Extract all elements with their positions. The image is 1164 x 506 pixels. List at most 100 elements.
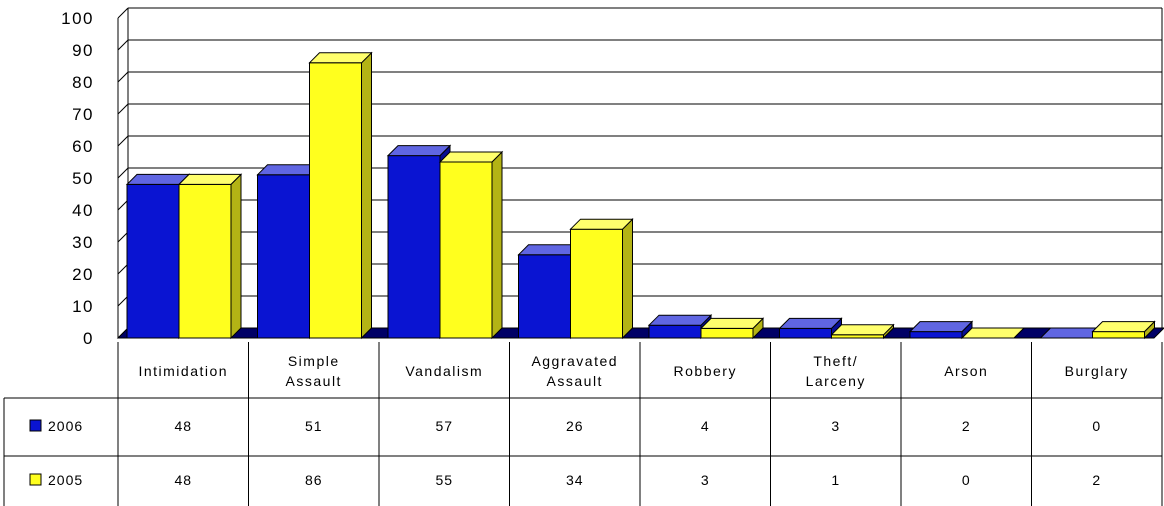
category-label: Burglary <box>1065 363 1129 379</box>
bar-top <box>699 317 765 329</box>
data-table-cell: 4 <box>701 418 710 434</box>
bar <box>569 217 634 340</box>
y-tick-label: 30 <box>72 233 94 252</box>
gridline-side <box>117 199 129 211</box>
bar-front <box>570 228 623 339</box>
bar-front <box>700 327 754 339</box>
gridline-side <box>117 71 129 83</box>
bar-front <box>518 254 571 339</box>
bar-top <box>960 327 1026 339</box>
gridline-side <box>117 135 129 147</box>
category-label: Simple Assault <box>286 353 342 389</box>
y-tick-label: 90 <box>72 41 94 60</box>
bar-front <box>309 62 362 339</box>
gridline-side <box>117 39 129 51</box>
data-table-cell: 2 <box>1092 472 1101 488</box>
bar <box>908 320 974 340</box>
bar-front <box>1092 331 1145 339</box>
bar-top <box>908 321 974 333</box>
category-label-line: Burglary <box>1065 363 1129 379</box>
data-table-cell: 55 <box>435 472 453 488</box>
category-label-line: Theft/ <box>813 353 858 369</box>
data-table-cell: 26 <box>566 418 584 434</box>
bar-front <box>126 183 180 339</box>
y-tick-label: 20 <box>72 265 94 284</box>
bar-top <box>830 324 895 336</box>
data-table-cell: 3 <box>701 472 710 488</box>
category-label-line: Robbery <box>674 363 737 379</box>
bar-top <box>1091 321 1156 333</box>
category-label-line: Larceny <box>806 373 866 389</box>
data-table-cell: 34 <box>566 472 584 488</box>
bar-front <box>909 331 963 339</box>
gridline-side <box>117 7 129 19</box>
category-label-line: Aggravated <box>531 353 618 369</box>
data-table-cell: 1 <box>831 472 840 488</box>
bar <box>1091 320 1156 340</box>
category-label: Intimidation <box>138 363 228 379</box>
category-label: Vandalism <box>405 363 483 379</box>
bar-top <box>778 317 843 329</box>
bar-front <box>439 161 493 339</box>
category-label-line: Simple <box>288 353 340 369</box>
category-label-line: Assault <box>286 373 342 389</box>
bar-top <box>569 218 634 230</box>
gridline-side <box>117 295 129 307</box>
category-label-line: Arson <box>944 363 988 379</box>
bar-side <box>361 51 372 340</box>
data-table-cell: 48 <box>174 418 192 434</box>
bar-front <box>387 155 441 339</box>
y-tick-label: 50 <box>72 169 94 188</box>
category-label-line: Assault <box>547 373 603 389</box>
y-tick-label: 80 <box>72 73 94 92</box>
y-tick-label: 40 <box>72 201 94 220</box>
bar-top <box>125 173 191 185</box>
bar <box>830 323 895 340</box>
bar <box>308 51 373 340</box>
gridline-side <box>117 231 129 243</box>
y-tick-label: 100 <box>61 9 94 28</box>
data-table-cell: 0 <box>962 472 971 488</box>
bar-side <box>622 217 633 340</box>
bar-front <box>648 324 702 339</box>
gridline-side <box>117 167 129 179</box>
bar <box>699 317 765 340</box>
gridline-side <box>117 263 129 275</box>
bar-side <box>491 150 503 340</box>
y-tick-label: 60 <box>72 137 94 156</box>
category-label-line: Intimidation <box>138 363 228 379</box>
data-table-cell: 2 <box>962 418 971 434</box>
category-label: Theft/Larceny <box>806 353 866 389</box>
bar <box>960 327 1026 339</box>
data-table-cell: 51 <box>305 418 323 434</box>
legend-swatch <box>29 473 42 486</box>
bar-top <box>177 173 243 185</box>
data-table-cell: 48 <box>174 472 192 488</box>
data-table-cell: 3 <box>831 418 840 434</box>
category-label: Arson <box>944 363 988 379</box>
legend-label: 2005 <box>48 472 83 488</box>
legend-label: 2006 <box>48 418 83 434</box>
bar-top <box>308 52 373 64</box>
data-table-cell: 0 <box>1092 418 1101 434</box>
data-table-cell: 86 <box>305 472 323 488</box>
bar <box>177 173 243 340</box>
legend-swatch <box>29 419 42 432</box>
bar-side <box>230 173 242 340</box>
bar-top <box>386 145 452 157</box>
data-table-cell: 57 <box>435 418 453 434</box>
bar-top <box>438 151 504 163</box>
bar-top <box>647 314 713 326</box>
category-label: Robbery <box>674 363 737 379</box>
y-tick-label: 10 <box>72 297 94 316</box>
category-label: Aggravated Assault <box>531 353 618 389</box>
y-tick-label: 0 <box>83 329 94 348</box>
bar-front <box>779 327 832 339</box>
gridline-side <box>117 103 129 115</box>
bar <box>438 150 504 340</box>
category-label-line: Vandalism <box>405 363 483 379</box>
bar <box>778 317 843 340</box>
bar-front <box>257 174 310 339</box>
bar-front <box>178 183 232 339</box>
